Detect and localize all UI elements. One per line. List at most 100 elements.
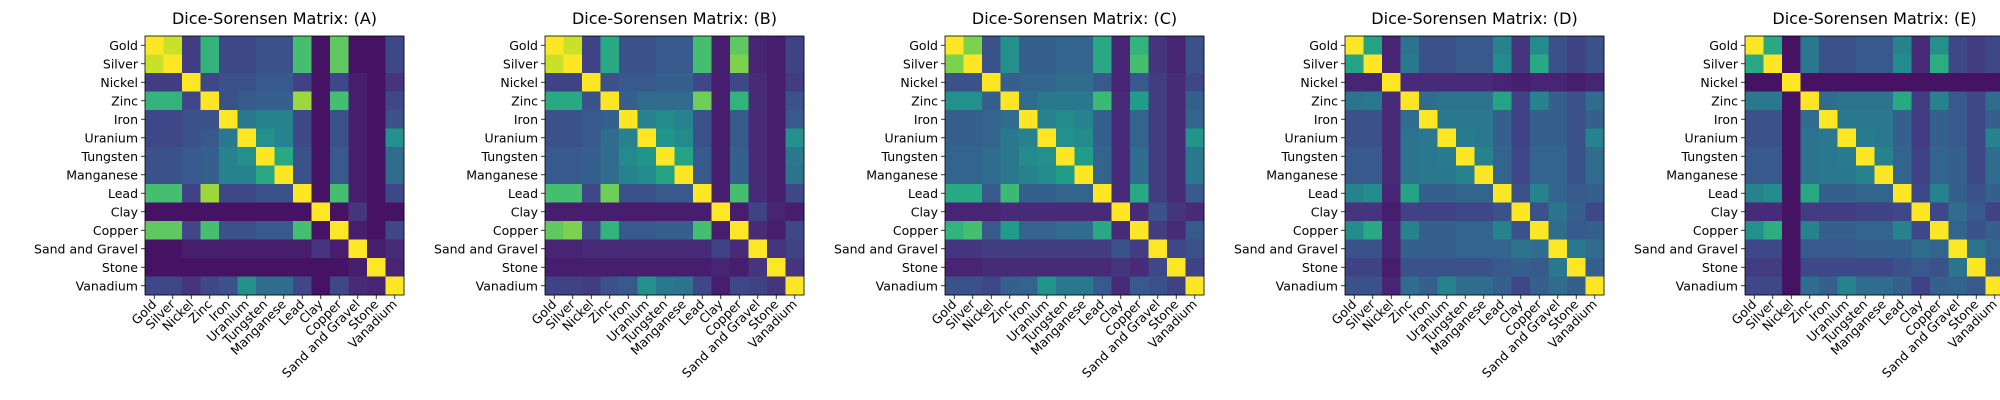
heatmap-cell	[182, 73, 201, 92]
heatmap-cell	[1948, 258, 1968, 277]
heatmap-cell	[1819, 91, 1838, 111]
heatmap-cell	[1000, 36, 1020, 55]
heatmap-cell	[1111, 221, 1131, 240]
heatmap-cell	[145, 73, 164, 92]
heatmap-cell	[693, 258, 712, 277]
heatmap-cell	[1782, 110, 1801, 129]
heatmap-cell	[1382, 184, 1401, 203]
heatmap-cell	[1185, 54, 1205, 74]
heatmap-cell	[1567, 36, 1586, 55]
heatmap-cell	[330, 276, 349, 296]
heatmap-cell	[1000, 91, 1020, 111]
heatmap-cell	[311, 184, 331, 203]
heatmap-cell	[256, 147, 275, 166]
heatmap-cell	[1167, 258, 1186, 277]
heatmap-cell	[656, 258, 675, 277]
heatmap-cell	[1111, 258, 1131, 277]
heatmap-cell	[274, 54, 294, 74]
heatmap-cell	[1493, 91, 1512, 111]
heatmap-cell	[1037, 54, 1057, 74]
heatmap-cell	[1745, 147, 1764, 166]
heatmap-cell	[693, 73, 712, 92]
heatmap-cell	[1930, 36, 1949, 55]
heatmap-cell	[1419, 239, 1438, 259]
heatmap-cell	[1782, 128, 1801, 148]
heatmap-cell	[1419, 221, 1438, 240]
heatmap-cell	[1800, 110, 1820, 129]
heatmap-cell	[1400, 184, 1420, 203]
heatmap-cell	[1037, 128, 1057, 148]
heatmap-cell	[1074, 258, 1094, 277]
heatmap-cell	[348, 36, 368, 55]
heatmap-cell	[674, 128, 694, 148]
heatmap-cell	[200, 128, 220, 148]
heatmap-cell	[1745, 91, 1764, 111]
heatmap-cell	[1511, 36, 1531, 55]
heatmap-cell	[963, 165, 983, 185]
heatmap-cell	[963, 221, 983, 240]
plot-frame	[944, 35, 1205, 296]
heatmap-cell	[163, 258, 183, 277]
heatmap-cell	[1382, 110, 1401, 129]
heatmap-cell	[582, 239, 601, 259]
heatmap-cell	[945, 165, 964, 185]
heatmap-cell	[1437, 54, 1457, 74]
heatmap-cell	[1763, 147, 1783, 166]
heatmap-cell	[767, 239, 786, 259]
y-tick-label: Iron	[1714, 112, 1738, 127]
heatmap-cell	[1837, 184, 1857, 203]
heatmap-cell	[1456, 184, 1475, 203]
heatmap-cell	[1419, 91, 1438, 111]
heatmap-cell	[311, 54, 331, 74]
heatmap-cell	[145, 128, 164, 148]
heatmap-panel: Dice-Sorensen Matrix: (B)GoldGoldSilverS…	[434, 9, 805, 381]
heatmap-cell	[1130, 54, 1149, 74]
y-tick-label: Tungsten	[880, 149, 938, 164]
heatmap-cell	[1185, 184, 1205, 203]
y-tick-label: Nickel	[500, 75, 538, 90]
heatmap-cell	[1185, 110, 1205, 129]
heatmap-cell	[711, 36, 731, 55]
heatmap-cell	[1419, 147, 1438, 166]
heatmap-cell	[274, 165, 294, 185]
heatmap-cell	[1948, 73, 1968, 92]
heatmap-cell	[637, 276, 657, 296]
heatmap-cell	[348, 184, 368, 203]
heatmap-cell	[1800, 221, 1820, 240]
heatmap-cell	[767, 36, 786, 55]
heatmap-cell	[600, 36, 620, 55]
heatmap-cell	[637, 36, 657, 55]
heatmap-cell	[1930, 221, 1949, 240]
heatmap-cell	[563, 91, 583, 111]
heatmap-cell	[274, 184, 294, 203]
heatmap-cell	[330, 239, 349, 259]
heatmap-cell	[237, 147, 257, 166]
heatmap-cell	[945, 239, 964, 259]
heatmap-cell	[1037, 110, 1057, 129]
heatmap-cell	[330, 147, 349, 166]
heatmap-cell	[1345, 239, 1364, 259]
heatmap-cell	[1148, 165, 1168, 185]
heatmap-cell	[145, 276, 164, 296]
heatmap-cell	[1763, 91, 1783, 111]
heatmap-cell	[219, 221, 238, 240]
heatmap-cell	[1437, 221, 1457, 240]
heatmap-cell	[163, 202, 183, 222]
heatmap-cell	[730, 91, 749, 111]
heatmap-cell	[1548, 239, 1568, 259]
heatmap-cell	[748, 110, 768, 129]
y-tick-label: Manganese	[1266, 167, 1338, 182]
heatmap-cell	[748, 147, 768, 166]
heatmap-cell	[637, 91, 657, 111]
heatmap-cell	[748, 36, 768, 55]
heatmap-cell	[1093, 91, 1112, 111]
heatmap-cell	[1093, 110, 1112, 129]
heatmap-cell	[1763, 239, 1783, 259]
heatmap-cell	[367, 258, 386, 277]
heatmap-cell	[563, 276, 583, 296]
heatmap-cell	[1456, 258, 1475, 277]
heatmap-cell	[1130, 73, 1149, 92]
heatmap-cell	[1511, 276, 1531, 296]
heatmap-cell	[748, 221, 768, 240]
heatmap-cell	[1474, 128, 1494, 148]
